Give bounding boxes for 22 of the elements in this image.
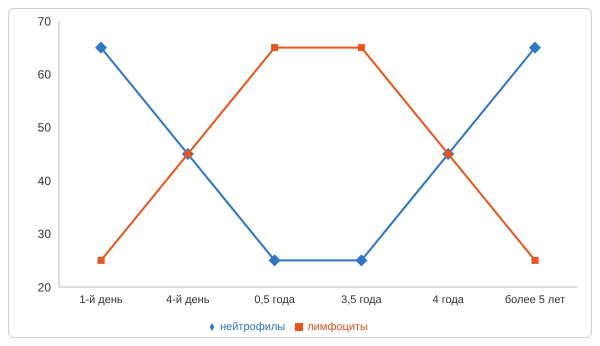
point	[98, 256, 104, 264]
y-tick-label: 20	[38, 280, 52, 294]
y-tick-label: 30	[38, 227, 52, 242]
x-tick-label: 0,5 года	[254, 294, 296, 306]
x-tick-label: 3,5 года	[341, 294, 383, 306]
point	[95, 42, 107, 54]
legend-label: нейтрофилы	[220, 321, 286, 333]
x-tick-label: 4-й день	[166, 294, 210, 306]
x-tick-label: 1-й день	[79, 294, 123, 306]
point	[355, 254, 368, 266]
y-tick-label: 40	[38, 174, 52, 188]
y-tick-label: 50	[38, 120, 52, 135]
y-tick-label: 70	[38, 14, 52, 28]
point	[529, 42, 541, 54]
legend-label: лимфоциты	[307, 321, 368, 333]
point	[532, 256, 538, 264]
x-tick-label: более 5 лет	[504, 294, 566, 306]
y-tick-label: 60	[38, 67, 52, 82]
point	[358, 44, 365, 52]
x-tick-label: 4 года	[432, 294, 465, 306]
point	[271, 44, 278, 52]
point	[268, 254, 281, 266]
